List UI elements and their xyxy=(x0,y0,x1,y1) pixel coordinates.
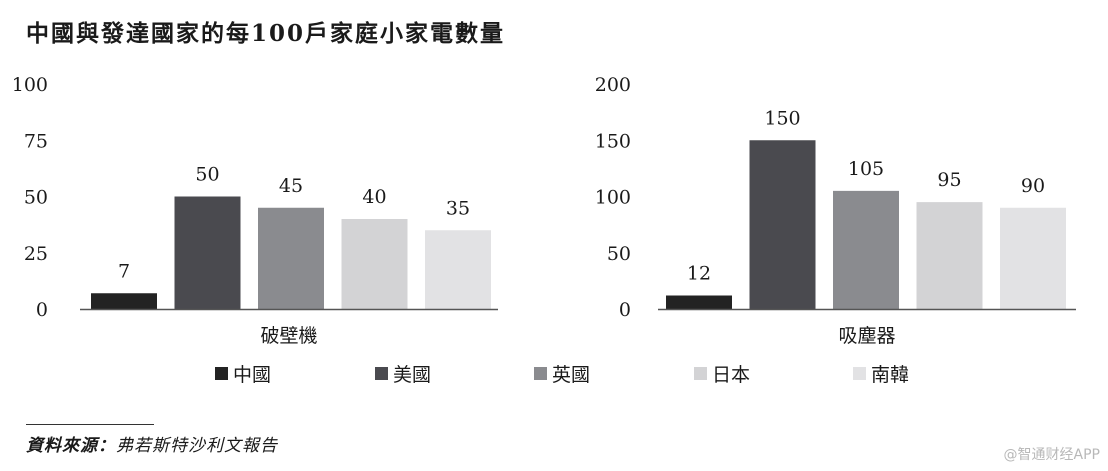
legend-swatch-japan xyxy=(694,367,707,380)
data-label-uk: 105 xyxy=(848,158,884,180)
y-tick-label: 75 xyxy=(24,130,48,152)
legend-item-korea: 南韓 xyxy=(853,360,909,387)
x-axis-label: 破壁機 xyxy=(260,325,317,347)
y-tick-label: 50 xyxy=(607,243,631,265)
source-text: 弗若斯特沙利文報告 xyxy=(116,436,278,456)
data-label-korea: 90 xyxy=(1021,175,1045,197)
y-tick-label: 0 xyxy=(36,299,48,321)
legend-label-japan: 日本 xyxy=(712,364,751,386)
legend-swatch-korea xyxy=(853,367,866,380)
source-label: 資料來源： xyxy=(26,436,116,456)
data-label-usa: 50 xyxy=(195,164,219,186)
legend-item-usa: 美國 xyxy=(375,360,431,387)
bar-uk xyxy=(833,190,899,309)
data-label-china: 7 xyxy=(118,260,130,282)
bar-japan xyxy=(916,202,983,309)
y-tick-label: 100 xyxy=(12,74,48,96)
bar-china xyxy=(666,295,732,309)
watermark: @智通财经APP xyxy=(1003,447,1100,463)
legend: 中國 美國 英國 日本 南韓 xyxy=(0,360,1108,390)
legend-label-uk: 英國 xyxy=(552,364,591,386)
legend-swatch-china xyxy=(215,367,228,380)
bar-uk xyxy=(258,207,324,309)
data-label-usa: 150 xyxy=(764,107,800,129)
data-label-japan: 95 xyxy=(937,169,961,191)
bar-china xyxy=(91,293,157,309)
bar-korea xyxy=(425,230,491,309)
bar-usa xyxy=(174,196,241,309)
source-note: 資料來源：弗若斯特沙利文報告 xyxy=(26,431,278,456)
source-divider xyxy=(26,424,154,425)
legend-item-china: 中國 xyxy=(215,360,271,387)
legend-label-china: 中國 xyxy=(233,364,272,386)
charts-canvas: 0 25 50 75 100 7 50 45 40 35 破壁機 0 50 100 150 200 12 150 1… xyxy=(12,74,1076,347)
chart-title: 中國與發達國家的每100戶家庭小家電數量 xyxy=(26,20,506,47)
y-tick-label: 100 xyxy=(595,187,631,209)
x-axis-label: 吸塵器 xyxy=(838,325,895,347)
legend-swatch-usa xyxy=(375,367,388,380)
legend-swatch-uk xyxy=(534,367,547,380)
legend-label-usa: 美國 xyxy=(393,364,432,386)
legend-item-uk: 英國 xyxy=(534,360,590,387)
y-tick-label: 150 xyxy=(595,130,631,152)
y-tick-label: 50 xyxy=(24,187,48,209)
data-label-uk: 45 xyxy=(279,175,303,197)
data-label-china: 12 xyxy=(687,263,711,285)
bar-korea xyxy=(1000,207,1066,309)
data-label-korea: 35 xyxy=(446,197,470,219)
data-label-japan: 40 xyxy=(362,186,386,208)
y-tick-label: 0 xyxy=(619,299,631,321)
bar-usa xyxy=(749,140,816,309)
bar-japan xyxy=(341,219,408,309)
legend-item-japan: 日本 xyxy=(694,360,750,387)
y-tick-label: 200 xyxy=(595,74,631,96)
y-tick-label: 25 xyxy=(24,243,48,265)
legend-label-korea: 南韓 xyxy=(871,364,910,386)
